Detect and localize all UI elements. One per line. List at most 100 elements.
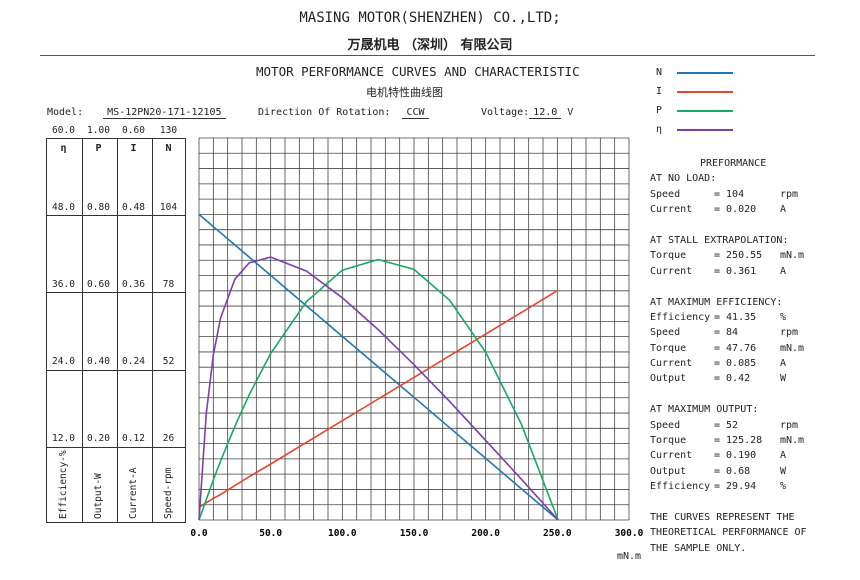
direction-label: Direction Of Rotation: bbox=[258, 107, 391, 118]
legend-item: N bbox=[656, 66, 736, 80]
metric-unit: rpm bbox=[780, 327, 799, 339]
performance-row: Current = 0.085 A bbox=[650, 356, 855, 371]
legend-swatch bbox=[677, 110, 733, 112]
performance-section: AT STALL EXTRAPOLATION: Torque = 250.55 mN.… bbox=[650, 233, 855, 295]
x-tick-label: 100.0 bbox=[328, 528, 357, 539]
y-tick-label-eta: 24.0 bbox=[52, 356, 75, 367]
performance-row: Current = 0.361 A bbox=[650, 264, 855, 279]
x-tick-label: 150.0 bbox=[400, 528, 429, 539]
performance-row: Efficiency = 29.94% bbox=[650, 479, 855, 494]
chart-title-cn: 电机特性曲线图 bbox=[366, 86, 443, 99]
metric-name: Efficiency bbox=[650, 311, 711, 323]
legend-swatch bbox=[677, 91, 733, 93]
metric-unit: % bbox=[780, 311, 787, 323]
performance-row: Output = 0.42 W bbox=[650, 371, 855, 386]
y-tick-label-eta: 48.0 bbox=[52, 202, 75, 213]
legend-label: η bbox=[656, 124, 663, 135]
y-tick-label-P: 1.00 bbox=[87, 125, 110, 136]
metric-value: = 250.55 bbox=[714, 250, 763, 262]
metric-value: = 0.68 bbox=[714, 465, 751, 477]
performance-row: Speed = 84 rpm bbox=[650, 325, 855, 340]
metric-value: = 47.76 bbox=[714, 342, 757, 354]
performance-section: AT MAXIMUM OUTPUT: Speed = 52 rpm Torque = 12… bbox=[650, 402, 855, 510]
note-line: THE CURVES REPRESENT THE bbox=[650, 511, 795, 523]
legend-swatch bbox=[677, 72, 733, 74]
performance-row: Speed = 52 rpm bbox=[650, 418, 855, 433]
metric-value: = 0.42 bbox=[714, 373, 751, 385]
note-line: THE SAMPLE ONLY. bbox=[650, 542, 747, 554]
voltage-field: Voltage: 12.0 V bbox=[481, 107, 573, 119]
performance-section: AT NO LOAD: Speed = 104 rpm Current = 0.020 A bbox=[650, 171, 855, 233]
series-line-speed bbox=[198, 213, 559, 521]
metric-value: = 104 bbox=[714, 188, 745, 200]
metric-value: = 0.190 bbox=[714, 450, 757, 462]
y-tick-label-N: 52 bbox=[162, 356, 175, 367]
metric-value: = 0.361 bbox=[714, 265, 757, 277]
metric-name: Output bbox=[650, 465, 687, 477]
metric-name: Output bbox=[650, 373, 687, 385]
legend-label: P bbox=[656, 105, 663, 116]
metric-value: = 84 bbox=[714, 327, 739, 339]
metric-unit: A bbox=[780, 204, 787, 216]
axis-header-N: N bbox=[165, 143, 172, 154]
model-label: Model: bbox=[47, 107, 84, 118]
x-tick-label: 300.0 bbox=[615, 528, 644, 539]
metric-name: Current bbox=[650, 450, 693, 462]
performance-row: Output = 0.68 W bbox=[650, 464, 855, 479]
metric-value: = 0.085 bbox=[714, 358, 757, 370]
series-line-efficiency bbox=[198, 256, 559, 521]
axis-header-I: I bbox=[130, 143, 137, 154]
voltage-value: 12.0 bbox=[529, 107, 562, 119]
metric-value: = 29.94 bbox=[714, 481, 757, 493]
metric-unit: W bbox=[780, 465, 787, 477]
performance-row: Torque = 125.28 mN.m bbox=[650, 433, 855, 448]
section-heading: AT MAXIMUM EFFICIENCY: bbox=[650, 296, 783, 308]
performance-row: Efficiency = 41.35% bbox=[650, 310, 855, 325]
metric-name: Torque bbox=[650, 342, 687, 354]
metric-unit: mN.m bbox=[780, 342, 805, 354]
x-tick-label: 250.0 bbox=[543, 528, 572, 539]
y-tick-label-N: 78 bbox=[162, 279, 175, 290]
metric-unit: % bbox=[780, 481, 787, 493]
series-line-output bbox=[198, 258, 559, 521]
voltage-unit: V bbox=[567, 107, 574, 118]
metric-name: Efficiency bbox=[650, 481, 711, 493]
legend-item: P bbox=[656, 104, 736, 118]
model-value: MS-12PN20-171-12105 bbox=[103, 107, 226, 119]
performance-row: Torque = 47.76 mN.m bbox=[650, 341, 855, 356]
metric-value: = 52 bbox=[714, 419, 739, 431]
performance-title: PREFORMANCE bbox=[700, 158, 767, 169]
y-tick-label-eta: 60.0 bbox=[52, 125, 75, 136]
legend-item: I bbox=[656, 85, 736, 99]
performance-row: Torque = 250.55 mN.m bbox=[650, 248, 855, 263]
y-tick-label-P: 0.60 bbox=[87, 279, 110, 290]
y-tick-label-P: 0.20 bbox=[87, 433, 110, 444]
metric-name: Speed bbox=[650, 419, 681, 431]
model-field: Model: MS-12PN20-171-12105 bbox=[47, 107, 226, 119]
metric-unit: rpm bbox=[780, 188, 799, 200]
header-divider bbox=[40, 55, 815, 56]
legend-item: η bbox=[656, 123, 736, 137]
axis-header-eta: η bbox=[60, 143, 67, 154]
section-heading: AT MAXIMUM OUTPUT: bbox=[650, 404, 759, 416]
direction-value: CCW bbox=[402, 107, 429, 119]
y-tick-label-eta: 12.0 bbox=[52, 433, 75, 444]
performance-row: Current = 0.020 A bbox=[650, 202, 855, 217]
x-tick-label: 50.0 bbox=[259, 528, 282, 539]
metric-name: Speed bbox=[650, 188, 681, 200]
y-tick-label-I: 0.60 bbox=[122, 125, 145, 136]
metric-value: = 0.020 bbox=[714, 204, 757, 216]
metric-name: Speed bbox=[650, 327, 681, 339]
metric-name: Current bbox=[650, 265, 693, 277]
metric-unit: W bbox=[780, 373, 787, 385]
y-tick-label-I: 0.24 bbox=[122, 356, 145, 367]
metric-name: Torque bbox=[650, 250, 687, 262]
y-axis-table bbox=[46, 138, 186, 523]
section-heading: AT STALL EXTRAPOLATION: bbox=[650, 234, 789, 246]
y-tick-label-I: 0.36 bbox=[122, 279, 145, 290]
metric-value: = 41.35 bbox=[714, 311, 757, 323]
y-tick-label-N: 104 bbox=[159, 202, 178, 213]
chart-title-en: MOTOR PERFORMANCE CURVES AND CHARACTERIS… bbox=[256, 64, 580, 79]
metric-unit: A bbox=[780, 265, 787, 277]
